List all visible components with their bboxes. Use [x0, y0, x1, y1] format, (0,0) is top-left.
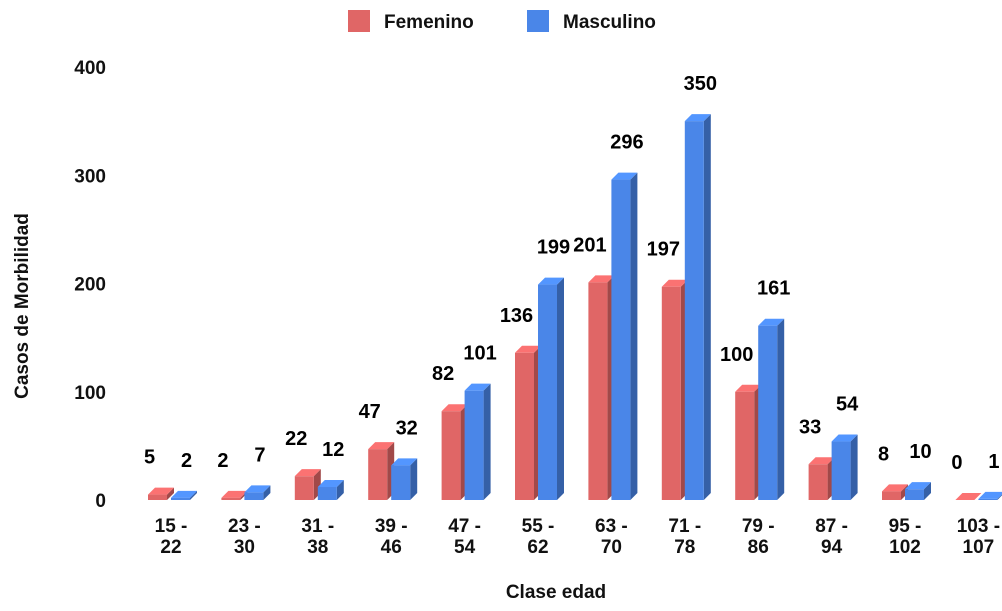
- bar-femenino: [368, 442, 395, 500]
- value-label-femenino: 0: [951, 452, 962, 474]
- legend-swatch-femenino: [348, 10, 370, 32]
- bar-femenino: [955, 493, 982, 500]
- category-label: 95 -102: [889, 516, 922, 558]
- value-label-femenino: 197: [647, 239, 680, 261]
- value-label-masculino: 7: [254, 444, 265, 466]
- bars: [148, 114, 1002, 500]
- bar-masculino: [758, 318, 785, 500]
- legend: Femenino Masculino: [348, 10, 656, 33]
- bar-femenino: [221, 490, 248, 500]
- category-label: 79 -86: [742, 516, 775, 558]
- legend-label-femenino: Femenino: [384, 12, 474, 33]
- x-axis: 15 -22 23 -30 31 -38 39 -46 47 -54 55 -62 63 -…: [155, 516, 1000, 558]
- y-tick-label: 200: [74, 275, 106, 296]
- category-label: 63 -70: [595, 516, 628, 558]
- bar-masculino: [317, 480, 344, 500]
- category-label: 47 -54: [448, 516, 481, 558]
- value-label-masculino: 12: [322, 439, 344, 461]
- bar-femenino: [294, 469, 321, 500]
- bar-femenino: [808, 457, 835, 500]
- bar-masculino: [978, 491, 1002, 500]
- value-label-femenino: 2: [217, 450, 228, 472]
- bar-femenino: [148, 487, 174, 500]
- legend-label-masculino: Masculino: [563, 12, 656, 33]
- category-label: 55 -62: [522, 516, 555, 558]
- category-label: 31 -38: [301, 516, 334, 558]
- y-tick-label: 400: [74, 58, 106, 79]
- y-tick-label: 0: [95, 491, 106, 512]
- bar-femenino: [515, 345, 541, 500]
- value-label-masculino: 101: [463, 343, 496, 365]
- value-label-masculino: 199: [537, 237, 570, 259]
- bar-masculino: [391, 458, 418, 500]
- value-label-femenino: 5: [144, 447, 155, 469]
- value-label-masculino: 161: [757, 278, 790, 300]
- y-axis: 0 100 200 300 400: [74, 58, 106, 512]
- category-label: 87 -94: [815, 516, 848, 558]
- bar-masculino: [244, 485, 271, 500]
- bar-masculino: [538, 277, 564, 500]
- value-label-masculino: 2: [181, 450, 192, 472]
- bar-femenino: [661, 279, 688, 500]
- value-label-femenino: 47: [359, 401, 381, 423]
- x-axis-title: Clase edad: [506, 582, 606, 603]
- category-label: 23 -30: [228, 516, 261, 558]
- bar-femenino: [882, 484, 908, 500]
- value-label-masculino: 54: [836, 394, 859, 416]
- value-label-femenino: 100: [720, 344, 753, 366]
- value-label-masculino: 32: [396, 417, 418, 439]
- value-label-masculino: 10: [909, 441, 931, 463]
- value-label-masculino: 350: [684, 73, 717, 95]
- category-label: 71 -78: [668, 516, 701, 558]
- bar-masculino: [831, 434, 858, 500]
- y-tick-label: 100: [74, 383, 106, 404]
- value-label-masculino: 1: [988, 451, 999, 473]
- category-label: 39 -46: [375, 516, 408, 558]
- bar-femenino: [441, 404, 468, 500]
- value-label-femenino: 8: [878, 443, 889, 465]
- y-axis-title: Casos de Morbilidad: [12, 213, 33, 399]
- value-label-masculino: 296: [610, 132, 643, 154]
- category-label: 15 -22: [155, 516, 188, 558]
- bar-masculino: [684, 114, 711, 500]
- value-label-femenino: 136: [500, 305, 533, 327]
- value-label-femenino: 201: [573, 234, 606, 256]
- bar-femenino: [735, 384, 762, 500]
- bar-masculino: [611, 172, 638, 500]
- category-label: 103 -107: [957, 516, 1000, 558]
- value-label-femenino: 82: [432, 363, 454, 385]
- legend-swatch-masculino: [527, 10, 549, 32]
- bar-masculino: [171, 490, 197, 500]
- value-label-femenino: 22: [285, 428, 307, 450]
- value-label-femenino: 33: [799, 416, 821, 438]
- bar-masculino: [905, 482, 931, 500]
- bar-femenino: [588, 275, 615, 500]
- y-tick-label: 300: [74, 166, 106, 187]
- bar-masculino: [464, 383, 491, 500]
